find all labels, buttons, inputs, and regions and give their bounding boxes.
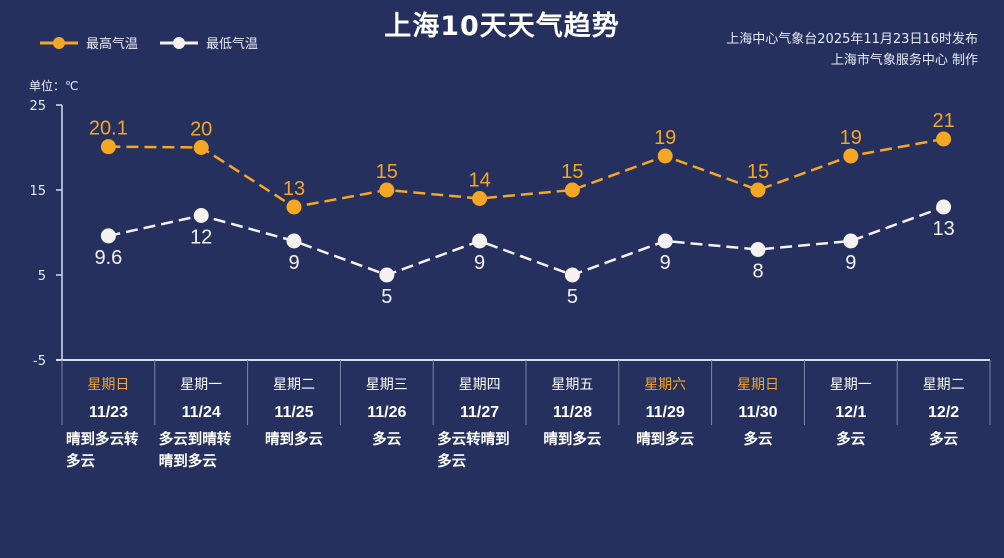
weather-label: 晴到多云 [265,430,323,448]
x-tick-label: 11/27 [460,404,499,421]
data-label: 20 [190,119,212,141]
series-line-low [108,205,945,277]
weekday-label: 星期一 [180,377,222,393]
legend-item-low: 最低气温 [160,33,258,52]
data-label: 9 [845,252,856,274]
legend-marker-high-icon [40,36,78,49]
weekday-label: 星期五 [551,377,593,393]
y-tick-label: -5 [33,354,46,369]
weekday-label: 星期二 [923,377,965,393]
data-point [657,233,673,249]
data-point [472,233,488,249]
data-label: 13 [283,178,305,200]
data-label: 14 [468,170,490,192]
legend: 最高气温 最低气温 [40,33,258,52]
y-tick-label: 5 [38,269,46,284]
weather-label: 多云 [836,430,865,448]
weather-label: 晴到多云 [543,430,601,448]
x-tick-label: 12/2 [928,404,959,421]
weekday-label: 星期六 [644,377,686,393]
data-label: 15 [747,161,769,183]
source-info: 上海中心气象台2025年11月23日16时发布 上海市气象服务中心 制作 [726,29,978,71]
data-point [472,191,488,206]
weather-label: 多云 [744,430,773,448]
weather-label: 晴到多云 [636,430,694,448]
weekday-label: 星期四 [459,377,501,393]
data-point [936,199,952,215]
x-tick-label: 11/30 [738,404,777,421]
data-point [193,208,209,223]
data-label: 5 [381,286,392,308]
data-label: 8 [752,261,763,283]
data-point [564,267,580,283]
data-point [379,182,395,198]
data-label: 21 [932,110,954,132]
legend-label-high: 最高气温 [86,37,139,52]
data-label: 15 [376,161,398,183]
series-line-high [108,137,944,209]
data-label: 9 [288,252,299,274]
data-label: 5 [567,286,578,308]
data-point [286,233,302,249]
data-point [100,139,116,155]
data-point [843,148,859,164]
y-tick-label: 15 [29,184,46,199]
data-point [564,182,580,198]
x-tick-label: 11/24 [182,404,221,421]
weekday-label: 星期日 [87,377,129,393]
data-point [379,267,395,283]
legend-marker-low-icon [160,36,199,49]
data-point [750,182,766,198]
weather-label: 晴到多云转多云 [66,430,139,470]
weather-label: 多云 [372,430,401,448]
data-label: 15 [561,161,583,183]
legend-label-low: 最低气温 [206,37,259,52]
weekday-label: 星期一 [830,377,872,393]
data-label: 9 [660,252,671,274]
data-label: 20.1 [89,118,128,140]
weekday-label: 星期二 [273,377,315,393]
data-point [936,131,952,147]
x-tick-label: 11/28 [553,404,592,421]
chart-title: 上海10天天气趋势 [384,11,620,42]
weather-label: 多云到晴转晴到多云 [159,430,232,470]
data-point [193,140,209,155]
weekday-label: 星期日 [737,377,779,393]
data-label: 19 [840,127,862,149]
x-tick-label: 11/25 [274,404,313,421]
data-point [843,233,859,249]
data-point [100,228,116,244]
x-tick-label: 11/23 [89,404,128,421]
x-tick-label: 12/1 [835,404,866,421]
source-line-2: 上海市气象服务中心 制作 [830,53,978,68]
x-tick-label: 11/26 [367,404,406,421]
data-label: 12 [190,227,212,249]
data-label: 13 [932,218,954,240]
legend-item-high: 最高气温 [40,33,138,52]
data-label: 19 [654,127,676,149]
unit-label: 单位：℃ [29,79,79,93]
data-label: 9.6 [94,247,122,269]
data-point [286,199,302,215]
y-tick-label: 25 [29,99,46,114]
data-point [750,242,766,257]
x-tick-label: 11/29 [646,404,685,421]
data-label: 9 [474,252,485,274]
source-line-1: 上海中心气象台2025年11月23日16时发布 [726,32,978,47]
data-point [657,148,673,164]
weekday-label: 星期三 [366,377,408,393]
weather-label: 多云转晴到多云 [437,430,510,470]
weather-label: 多云 [929,430,958,448]
